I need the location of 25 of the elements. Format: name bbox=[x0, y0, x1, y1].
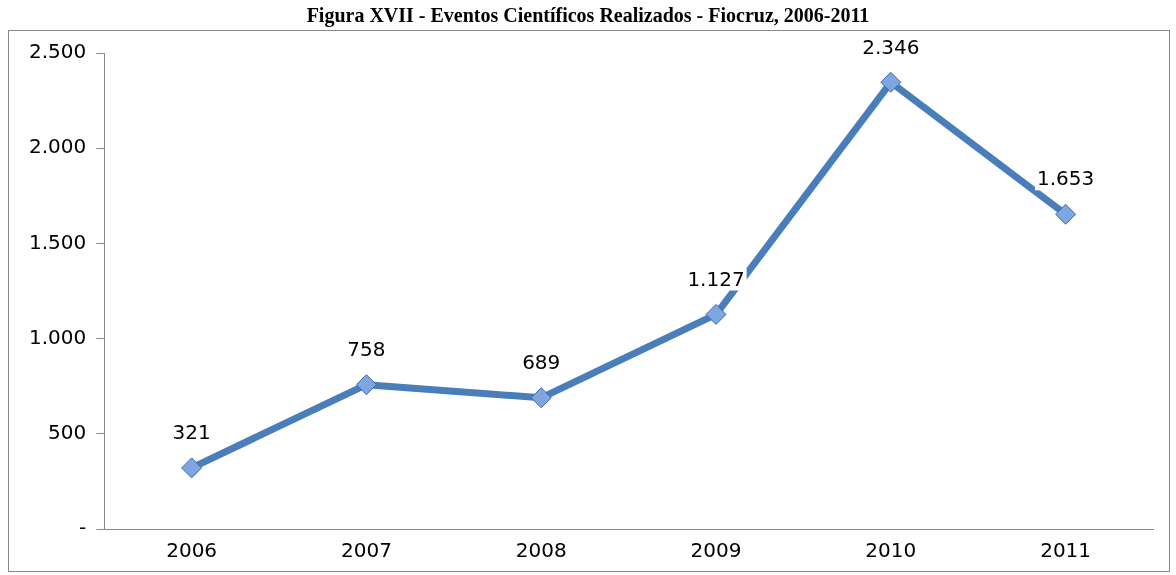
point bbox=[880, 71, 902, 93]
point bbox=[530, 387, 552, 409]
y-tick-label: 500 bbox=[48, 420, 87, 444]
y-tick-label: 1.500 bbox=[28, 229, 87, 254]
point bbox=[1055, 203, 1077, 225]
data-label: 689 bbox=[522, 350, 561, 375]
x-tick-label: 2009 bbox=[690, 538, 742, 563]
x-tick-label: 2007 bbox=[340, 538, 392, 563]
x-tick-label: 2006 bbox=[166, 538, 218, 563]
data-label: 1.653 bbox=[1036, 166, 1095, 191]
point bbox=[181, 457, 203, 479]
point bbox=[355, 374, 377, 396]
y-tick-label: 2.500 bbox=[28, 39, 87, 64]
y-tick-label: - bbox=[79, 515, 87, 540]
data-label: 2.346 bbox=[862, 34, 920, 59]
y-tick-label: 1.000 bbox=[28, 324, 87, 349]
data-label: 1.127 bbox=[687, 266, 745, 291]
data-label: 321 bbox=[172, 420, 211, 445]
x-tick-label: 2011 bbox=[1040, 538, 1092, 563]
data-label: 758 bbox=[347, 336, 386, 361]
x-tick-label: 2010 bbox=[865, 538, 917, 563]
y-tick-label: 2.000 bbox=[28, 134, 87, 159]
x-tick-label: 2008 bbox=[515, 538, 567, 563]
point bbox=[705, 303, 727, 325]
chart-title: Figura XVII - Eventos Científicos Realizados - Fiocruz, 2006-2011 bbox=[305, 3, 871, 29]
